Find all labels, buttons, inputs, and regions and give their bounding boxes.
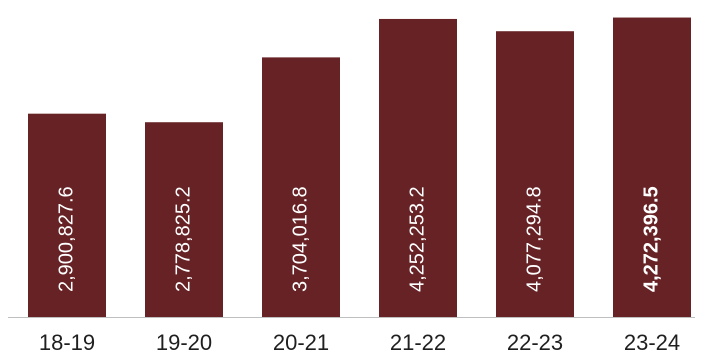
x-tick-label-18-19: 18-19	[39, 330, 95, 355]
x-tick-label-22-23: 22-23	[507, 330, 563, 355]
x-tick-label-20-21: 20-21	[273, 330, 329, 355]
x-tick-label-23-24: 23-24	[624, 330, 680, 355]
bars-group: 2,900,827.6 2,778,825.2 3,704,016.8 4,252,2…	[28, 17, 691, 318]
x-tick-label-21-22: 21-22	[390, 330, 446, 355]
bar-value-label-20-21: 3,704,016.8	[289, 186, 311, 292]
bar-19-20	[145, 122, 223, 318]
x-tick-label-19-20: 19-20	[156, 330, 212, 355]
bar-value-label-18-19: 2,900,827.6	[55, 186, 77, 292]
bar-value-label-22-23: 4,077,294.8	[523, 186, 545, 292]
bar-23-24	[613, 17, 691, 317]
bar-18-19	[28, 113, 106, 317]
bar-21-22	[379, 18, 457, 317]
bar-value-label-21-22: 4,252,253.2	[406, 186, 428, 292]
bar-value-label-23-24: 4,272,396.5	[640, 186, 662, 292]
bar-22-23	[496, 31, 574, 317]
bar-value-label-19-20: 2,778,825.2	[172, 186, 194, 292]
bar-20-21	[262, 57, 340, 318]
x-tick-labels: 18-19 19-20 20-21 21-22 22-23 23-24	[39, 330, 680, 355]
